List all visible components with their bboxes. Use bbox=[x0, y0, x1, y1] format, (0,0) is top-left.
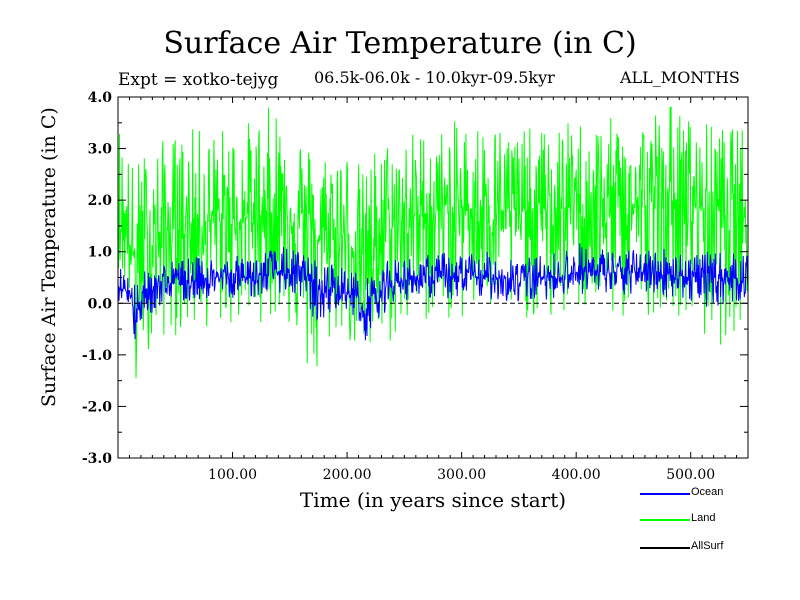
legend-item-land: Land bbox=[640, 510, 750, 530]
y-tick-label: 0.0 bbox=[88, 296, 113, 312]
x-tick-label: 300.00 bbox=[437, 467, 486, 483]
y-tick-label: -2.0 bbox=[82, 399, 112, 415]
legend-label-allsurf: AllSurf bbox=[691, 540, 724, 552]
months-label: ALL_MONTHS bbox=[620, 68, 740, 87]
legend-label-ocean: Ocean bbox=[691, 486, 724, 498]
y-tick-label: -3.0 bbox=[82, 451, 112, 467]
experiment-label: Expt = xotko-tejyg bbox=[118, 70, 279, 90]
series-line-land bbox=[117, 106, 749, 379]
legend-swatch-allsurf bbox=[640, 547, 690, 549]
y-tick-label: -1.0 bbox=[82, 348, 112, 364]
y-tick-label: 2.0 bbox=[88, 193, 113, 209]
period-label: 06.5k-06.0k - 10.0kyr-09.5kyr bbox=[314, 68, 555, 87]
x-axis-label: Time (in years since start) bbox=[299, 488, 567, 512]
x-tick-label: 100.00 bbox=[208, 467, 257, 483]
y-tick-label: 4.0 bbox=[88, 90, 113, 106]
x-tick-label: 500.00 bbox=[666, 467, 715, 483]
legend-swatch-ocean bbox=[640, 493, 690, 495]
y-tick-label: 1.0 bbox=[88, 245, 113, 261]
legend-item-ocean: Ocean bbox=[640, 484, 750, 504]
series-line-ocean bbox=[117, 243, 749, 341]
y-tick-label: 3.0 bbox=[88, 142, 113, 158]
x-tick-label: 200.00 bbox=[323, 467, 372, 483]
x-tick-label: 400.00 bbox=[552, 467, 601, 483]
chart-title: Surface Air Temperature (in C) bbox=[163, 26, 637, 61]
legend-item-allsurf: AllSurf bbox=[640, 538, 750, 558]
legend-label-land: Land bbox=[691, 512, 716, 524]
legend-swatch-land bbox=[640, 519, 690, 521]
